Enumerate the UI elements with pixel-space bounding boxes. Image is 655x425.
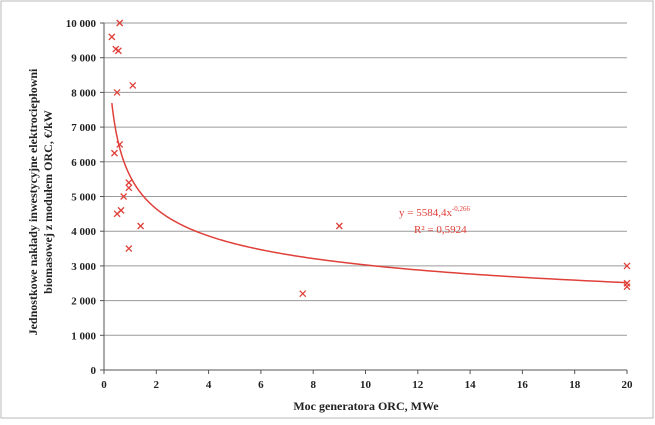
trendline-group [111, 102, 628, 284]
trend-r-squared: R² = 0,5924 [414, 224, 467, 236]
grid-lines [104, 22, 627, 336]
data-point [125, 245, 133, 253]
x-axis-label: Moc generatora ORC, MWe [293, 399, 439, 413]
x-tick-label-4: 4 [206, 379, 212, 391]
data-point-stroke [125, 245, 133, 253]
x-tick-label-0: 0 [101, 379, 107, 391]
data-point-stroke [125, 184, 133, 192]
trend-equation-base: y = 5584,4x [399, 207, 452, 219]
data-point-stroke [623, 283, 631, 291]
data-point [623, 262, 631, 270]
data-point [129, 82, 137, 89]
y-tick-label-10000: 10 000 [66, 18, 97, 30]
y-tick-label-9000: 9 000 [71, 53, 96, 65]
x-tick-label-10: 10 [360, 379, 372, 391]
data-point [623, 283, 631, 291]
scatter-points [108, 19, 631, 298]
trend-equation: y = 5584,4x-0,266 [399, 205, 471, 219]
y-tick-label-7000: 7 000 [71, 122, 96, 134]
data-point-stroke [114, 47, 122, 55]
y-tick-label-3000: 3 000 [71, 261, 96, 273]
data-point [125, 179, 133, 187]
data-point-stroke [335, 222, 343, 230]
data-point [116, 19, 124, 27]
data-point-stroke [137, 222, 145, 230]
x-tick-label-16: 16 [517, 379, 529, 391]
x-tick-label-8: 8 [310, 379, 316, 391]
data-point [120, 193, 128, 200]
data-point [335, 222, 343, 230]
x-tick-label-14: 14 [465, 379, 477, 391]
data-point [137, 222, 145, 230]
data-point [111, 149, 118, 157]
data-point [113, 210, 121, 218]
data-point [108, 33, 116, 41]
x-tick-label-2: 2 [154, 379, 160, 391]
x-tick-label-18: 18 [569, 379, 581, 391]
data-point-stroke [129, 82, 137, 89]
trendline [111, 102, 628, 284]
data-point-stroke [120, 193, 128, 200]
data-point [114, 47, 122, 55]
data-point [116, 140, 124, 148]
y-tick-label-8000: 8 000 [71, 87, 96, 99]
y-axis-label-line-2: biomasowej z modułem ORC, €/kW [41, 110, 55, 294]
data-point-stroke [623, 262, 631, 270]
y-tick-label-2000: 2 000 [71, 296, 96, 308]
data-point [299, 290, 307, 298]
x-tick-label-20: 20 [622, 379, 634, 391]
data-point-stroke [299, 290, 307, 298]
data-point-stroke [116, 140, 124, 148]
data-point-stroke [116, 19, 124, 27]
y-tick-label-6000: 6 000 [71, 157, 96, 169]
data-point-stroke [113, 88, 121, 96]
y-tick-label-0: 0 [91, 365, 97, 377]
data-point-stroke [111, 149, 118, 157]
data-point-stroke [108, 33, 116, 41]
y-tick-label-4000: 4 000 [71, 226, 96, 238]
trend-equation-exponent: -0,266 [452, 205, 471, 213]
y-axis-label-line-1: Jednostkowe nakłady inwestycyjne elektro… [26, 68, 40, 335]
data-point-stroke [113, 210, 121, 218]
y-tick-labels: 0 1 000 2 000 3 000 4 000 5 000 6 000 7 000 8 00… [66, 18, 97, 377]
data-point-stroke [125, 179, 133, 187]
x-tick-label-6: 6 [258, 379, 264, 391]
axes [100, 22, 628, 374]
data-point [113, 88, 121, 96]
x-tick-labels: 0 2 4 6 8 10 12 14 16 18 20 [101, 379, 633, 391]
data-point [125, 184, 133, 192]
y-tick-label-1000: 1 000 [71, 330, 96, 342]
y-tick-label-5000: 5 000 [71, 192, 96, 204]
x-tick-label-12: 12 [412, 379, 424, 391]
